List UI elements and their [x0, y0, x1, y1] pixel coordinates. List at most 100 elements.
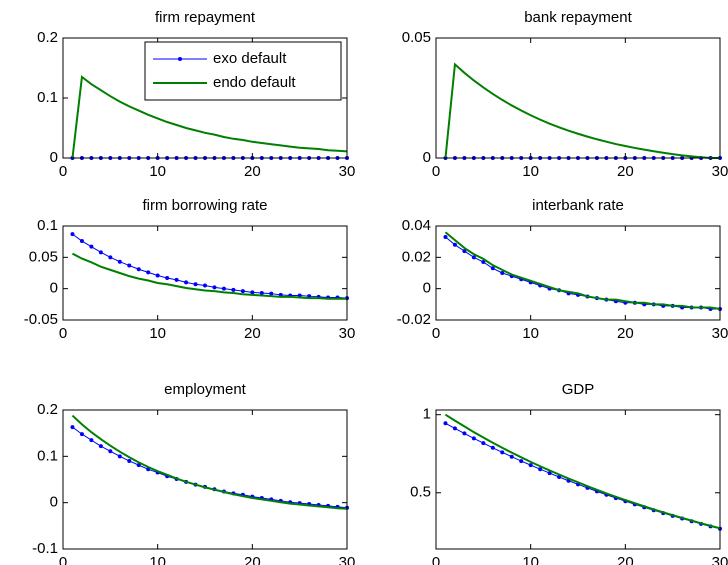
axes-box: [62, 225, 348, 321]
point: [89, 438, 94, 443]
x-tick-label: 20: [617, 163, 634, 180]
y-tick-label: 0.2: [37, 29, 58, 46]
x-tick-label: 30: [339, 554, 356, 565]
point: [193, 282, 198, 287]
point: [174, 277, 179, 282]
point: [471, 255, 476, 260]
y-tick-label: 1: [423, 406, 431, 423]
series-line: [444, 62, 720, 159]
series-line: [72, 233, 348, 299]
point: [108, 449, 113, 454]
chart-title: firm repayment: [155, 9, 256, 26]
point: [108, 255, 113, 260]
point: [471, 436, 476, 441]
x-tick-label: 30: [712, 163, 728, 180]
x-tick-label: 10: [522, 163, 539, 180]
point: [500, 271, 505, 275]
point: [136, 267, 141, 272]
x-tick-label: 30: [712, 554, 728, 565]
x-tick-label: 20: [244, 554, 261, 565]
x-tick-label: 10: [149, 554, 166, 565]
x-tick-label: 0: [432, 325, 440, 342]
point: [212, 285, 217, 290]
point: [231, 287, 236, 292]
point: [98, 250, 103, 255]
point: [79, 432, 84, 437]
point: [70, 425, 75, 430]
y-tick-label: -0.05: [24, 311, 58, 328]
x-tick-label: 30: [339, 163, 356, 180]
point: [462, 431, 467, 436]
chart-title: interbank rate: [532, 197, 624, 214]
axes-box: [435, 225, 721, 321]
point: [155, 273, 160, 278]
y-tick-label: 0.05: [402, 29, 431, 46]
point: [519, 459, 524, 464]
point: [462, 249, 467, 254]
legend-label: endo default: [213, 74, 296, 91]
point: [127, 263, 132, 268]
series-line: [445, 236, 720, 310]
point: [547, 471, 552, 476]
y-tick-label: 0: [423, 149, 431, 166]
x-tick-label: 20: [617, 325, 634, 342]
point: [490, 266, 495, 271]
point: [481, 260, 486, 265]
axes-box: [62, 409, 348, 550]
x-tick-label: 0: [59, 163, 67, 180]
point: [269, 291, 274, 296]
y-tick-label: 0.2: [37, 401, 58, 418]
x-tick-label: 30: [339, 325, 356, 342]
point: [221, 286, 226, 291]
point: [79, 239, 84, 244]
point: [538, 467, 543, 472]
point: [250, 290, 255, 295]
y-tick-label: 0.1: [37, 89, 58, 106]
point: [481, 441, 486, 446]
y-tick-label: 0: [50, 149, 58, 166]
y-tick-label: 0: [423, 280, 431, 297]
axes-box: [435, 409, 721, 550]
point: [509, 454, 514, 459]
series-line: [444, 231, 721, 311]
point: [259, 291, 264, 296]
point: [203, 283, 207, 288]
x-tick-label: 10: [522, 325, 539, 342]
series-line: [71, 252, 347, 300]
y-tick-label: 0.05: [29, 248, 58, 265]
axes-box: [435, 37, 721, 159]
series-line: [71, 414, 348, 510]
series-line: [72, 426, 348, 509]
point: [70, 232, 75, 237]
y-tick-label: 0.5: [410, 484, 431, 501]
y-tick-label: -0.02: [397, 311, 431, 328]
x-tick-label: 20: [617, 554, 634, 565]
point: [443, 421, 448, 426]
point: [127, 458, 132, 463]
point: [136, 463, 141, 468]
point: [184, 280, 189, 285]
point: [528, 463, 533, 468]
x-tick-label: 10: [149, 163, 166, 180]
point: [146, 270, 151, 275]
y-tick-label: 0.1: [37, 447, 58, 464]
y-tick-label: 0: [50, 494, 58, 511]
point: [117, 259, 122, 264]
legend-box: [144, 41, 342, 101]
point: [240, 289, 245, 294]
point: [452, 426, 457, 431]
x-tick-label: 10: [522, 554, 539, 565]
series-line: [444, 413, 721, 530]
x-tick-label: 0: [59, 325, 67, 342]
y-tick-label: 0: [50, 280, 58, 297]
point: [98, 444, 103, 449]
point: [117, 454, 122, 459]
legend-marker: [178, 57, 182, 61]
point: [490, 445, 495, 450]
series-line: [71, 75, 348, 159]
y-tick-label: 0.02: [402, 248, 431, 265]
x-tick-label: 20: [244, 163, 261, 180]
x-tick-label: 30: [712, 325, 728, 342]
point: [89, 244, 94, 249]
